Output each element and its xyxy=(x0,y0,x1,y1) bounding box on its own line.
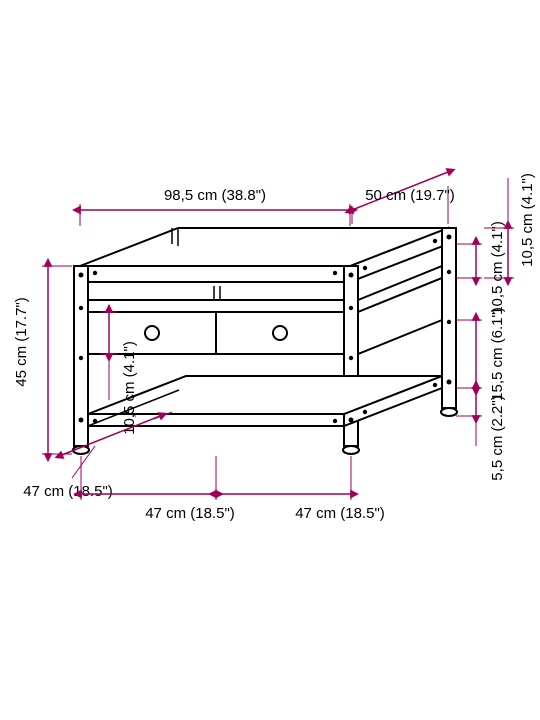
dim-b1-cm: 47 cm xyxy=(145,505,186,522)
svg-text:98,5 cm (38.8"): 98,5 cm (38.8") xyxy=(164,187,266,204)
dim-tg1-cm: 10,5 cm xyxy=(489,261,506,314)
dim-b1-in: (18.5") xyxy=(190,505,235,522)
svg-text:47 cm (18.5"): 47 cm (18.5") xyxy=(145,505,235,522)
dim-gap-cm: 15,5 cm xyxy=(489,347,506,400)
dim-height-cm: 45 cm xyxy=(13,346,30,387)
svg-text:47 cm (18.5"): 47 cm (18.5") xyxy=(23,483,113,500)
svg-text:15,5 cm (6.1"): 15,5 cm (6.1") xyxy=(489,307,506,401)
diagram-canvas: 98,5 cm (38.8") 50 cm (19.7") 45 cm (17.… xyxy=(0,0,540,720)
svg-text:47 cm (18.5"): 47 cm (18.5") xyxy=(295,505,385,522)
dim-b2-in: (18.5") xyxy=(340,505,385,522)
dim-bdepth-in: (18.5") xyxy=(68,483,113,500)
svg-text:45 cm (17.7"): 45 cm (17.7") xyxy=(13,297,30,387)
dim-leg-cm: 5,5 cm xyxy=(489,436,506,481)
dim-b2-cm: 47 cm xyxy=(295,505,336,522)
svg-text:50 cm (19.7"): 50 cm (19.7") xyxy=(365,187,455,204)
dim-drawer-cm: 10,5 cm xyxy=(121,381,138,434)
svg-text:10,5 cm (4.1"): 10,5 cm (4.1") xyxy=(489,221,506,315)
dim-width-cm: 98,5 cm xyxy=(164,187,217,204)
dim-drawer-in: (4.1") xyxy=(121,341,138,377)
dim-tg1-in: (4.1") xyxy=(489,221,506,257)
dim-bdepth-cm: 47 cm xyxy=(23,483,64,500)
svg-text:10,5 cm (4.1"): 10,5 cm (4.1") xyxy=(121,341,138,435)
dim-height-in: (17.7") xyxy=(13,297,30,342)
svg-text:5,5 cm (2.2"): 5,5 cm (2.2") xyxy=(489,395,506,480)
dim-depth-cm: 50 cm xyxy=(365,187,406,204)
dim-tg2-in: (4.1") xyxy=(519,173,536,209)
svg-text:10,5 cm (4.1"): 10,5 cm (4.1") xyxy=(519,173,536,267)
dim-width-in: (38.8") xyxy=(222,187,267,204)
dim-tg2-cm: 10,5 cm xyxy=(519,213,536,266)
dim-depth-in: (19.7") xyxy=(410,187,455,204)
